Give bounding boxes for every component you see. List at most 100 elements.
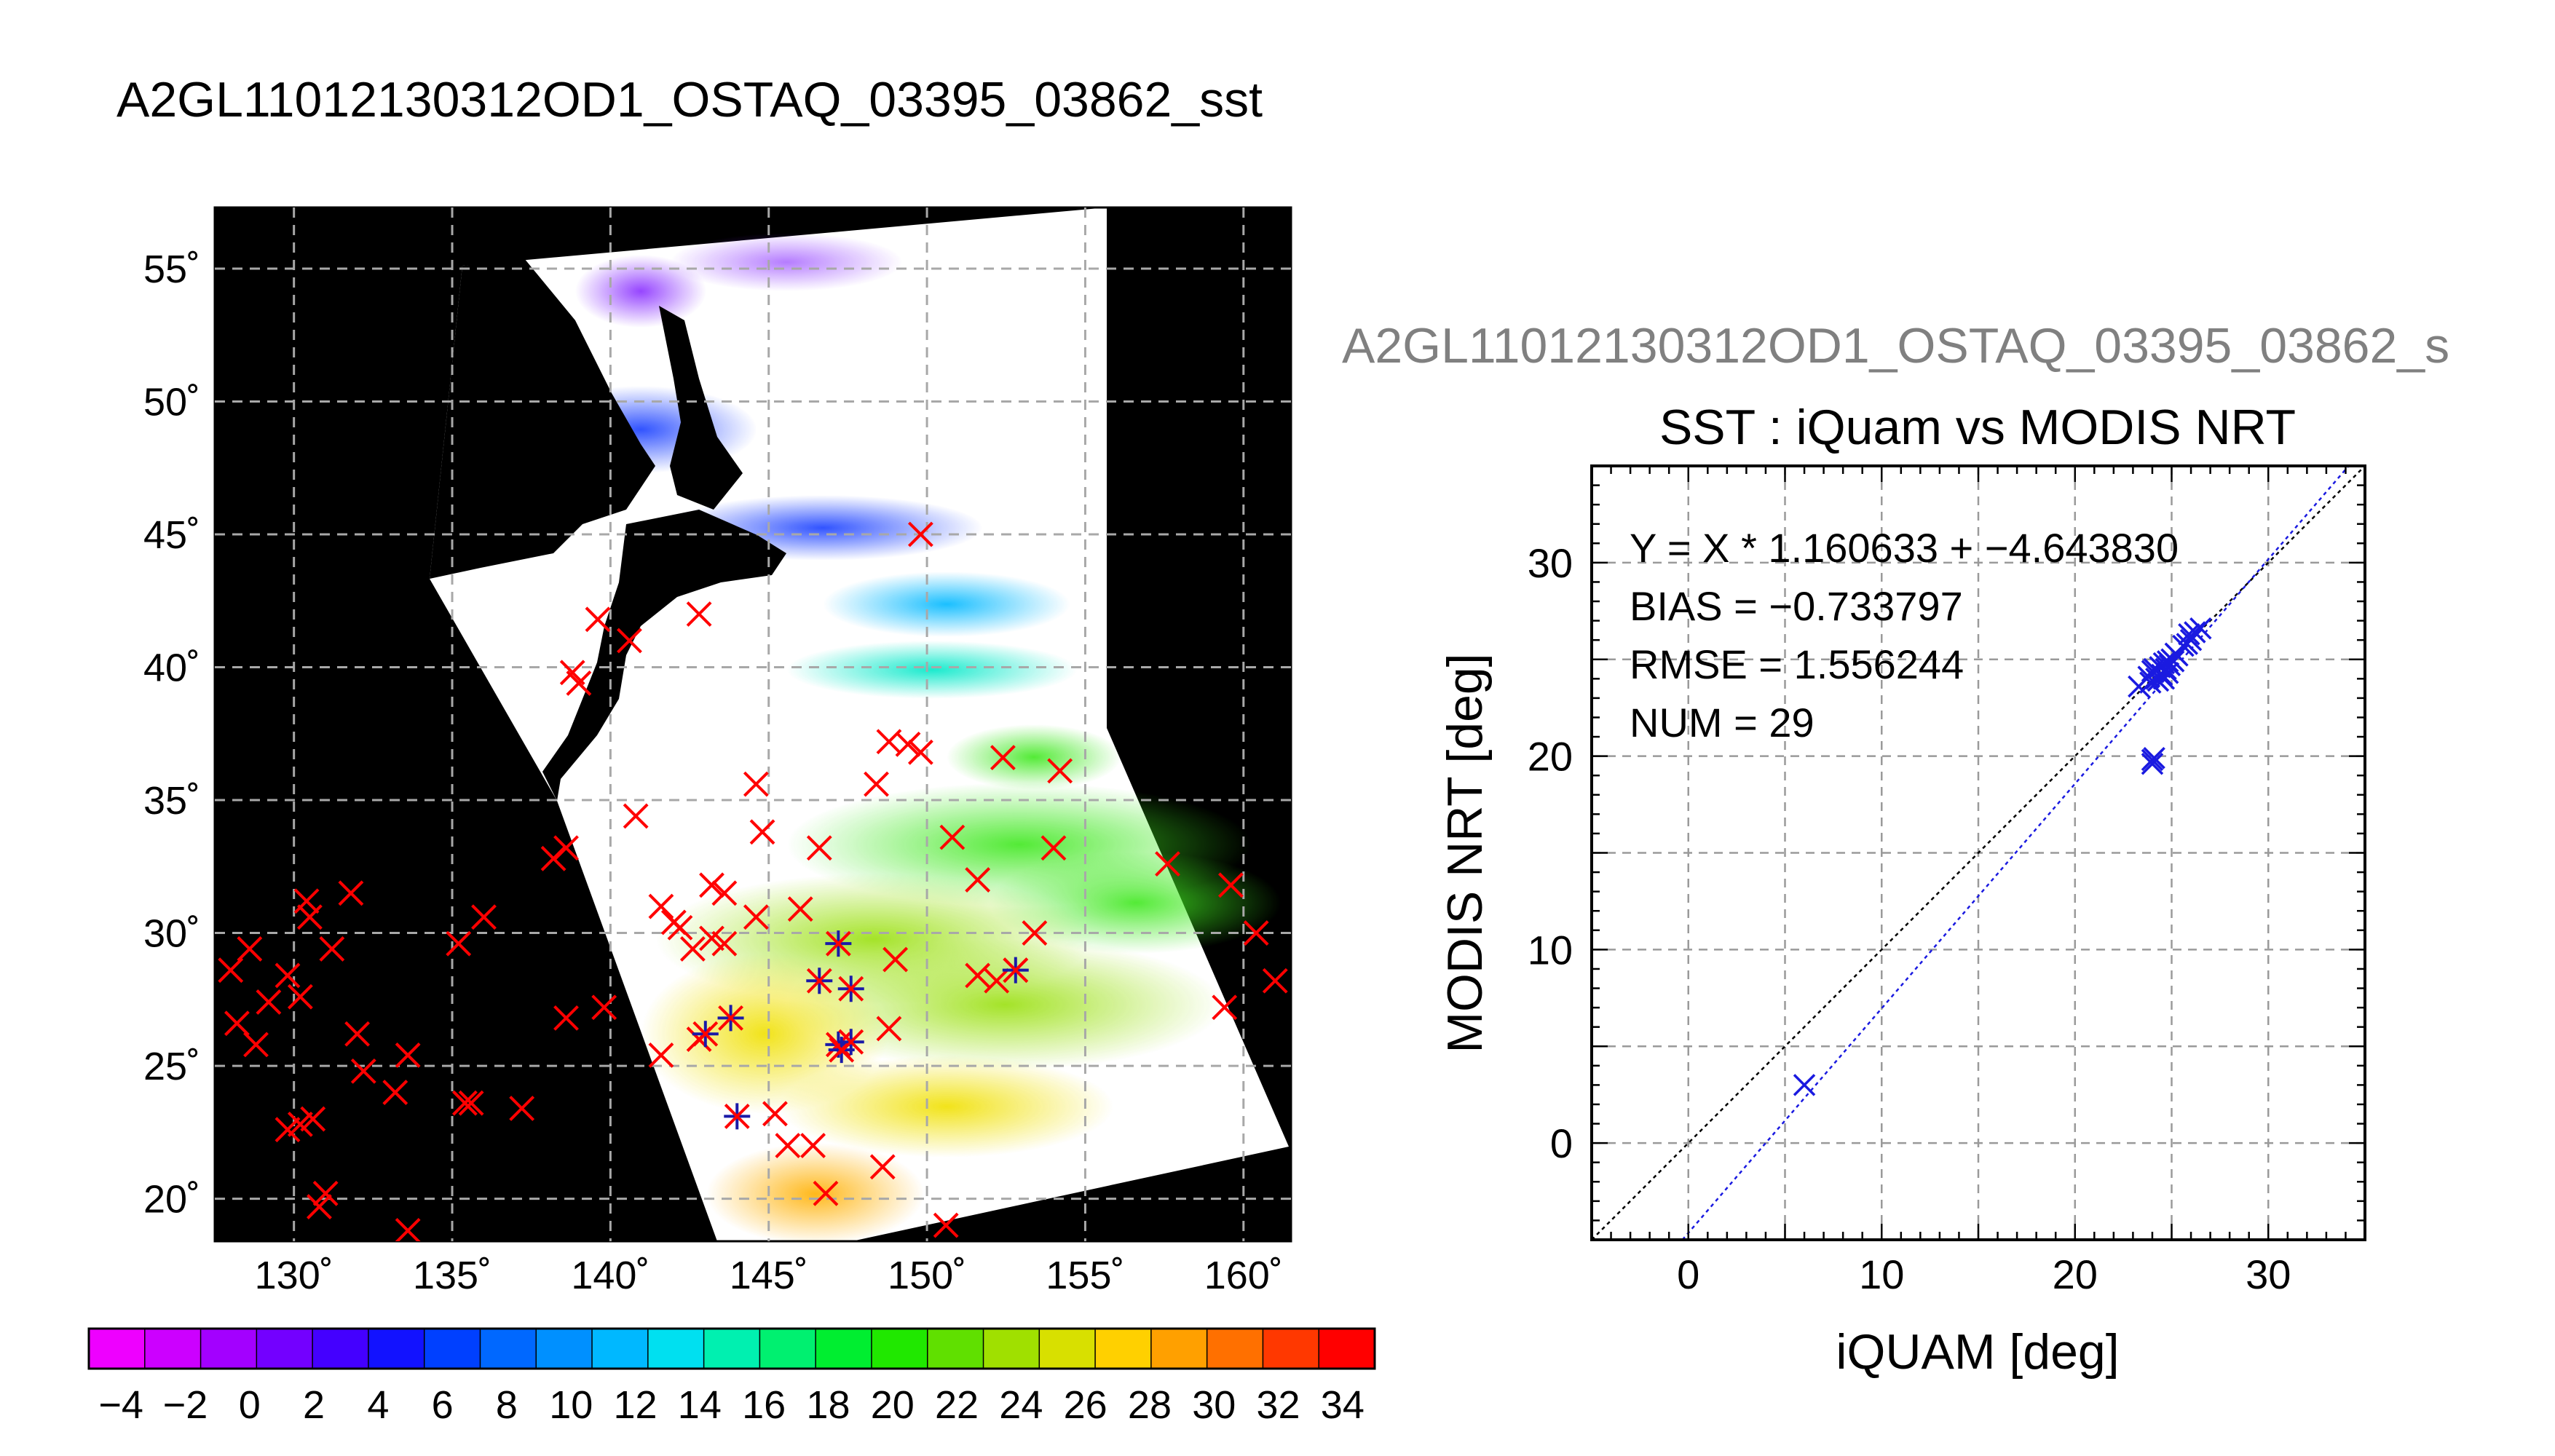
insitu-marker [395, 1217, 421, 1241]
figure-title: A2GL11012130312OD1_OSTAQ_03395_03862_sst [117, 72, 1263, 127]
insitu-marker [617, 628, 642, 654]
map-markers [218, 521, 1288, 1241]
matched-marker-x [806, 968, 832, 994]
lat-tick-label: 50˚ [143, 380, 200, 424]
colorbar-cell [759, 1329, 816, 1369]
scatter-lines [1592, 466, 2365, 1240]
scatter-points [1793, 617, 2212, 1096]
insitu-marker [1217, 872, 1244, 898]
map-tick-labels: 130˚ 135˚ 140˚ 145˚ 150˚ 155˚ 160˚ 20˚ 25˚ 30˚ 35˚… [143, 248, 1283, 1297]
faded-title: A2GL11012130312OD1_OSTAQ_03395_03862_s [1342, 318, 2449, 373]
insitu-marker [224, 1010, 250, 1037]
colorbar-cell [200, 1329, 257, 1369]
colorbar-cell [536, 1329, 593, 1369]
colorbar-tick-label: 6 [432, 1383, 454, 1427]
y-axis-label: MODIS NRT [deg] [1437, 653, 1493, 1053]
colorbar-tick-label: 12 [614, 1383, 657, 1427]
insitu-marker [256, 989, 282, 1015]
colorbar-tick-label: 0 [239, 1383, 261, 1427]
insitu-marker [907, 739, 933, 765]
y-tick-label: 10 [1528, 927, 1573, 973]
insitu-marker [648, 893, 674, 919]
insitu-marker [711, 930, 738, 957]
x-tick-label: 20 [2053, 1251, 2098, 1297]
colorbar-tick-label: 30 [1192, 1383, 1236, 1427]
insitu-marker [876, 729, 902, 755]
insitu-marker [553, 1005, 579, 1031]
scatter-point [2162, 650, 2185, 673]
lon-tick-label: 130˚ [255, 1254, 333, 1297]
insitu-marker [806, 835, 832, 861]
y-tick-label: 20 [1528, 734, 1573, 780]
scatter-ticks: 0 10 20 30 0 10 20 30 [1528, 464, 2366, 1297]
lat-tick-label: 25˚ [143, 1045, 200, 1088]
colorbar-cell [368, 1329, 425, 1369]
regression-line [1681, 466, 2350, 1240]
insitu-marker [300, 1106, 326, 1132]
insitu-marker [307, 1194, 332, 1219]
lat-tick-label: 20˚ [143, 1178, 200, 1222]
stats-annotation: RMSE = 1.556244 [1630, 641, 1964, 687]
insitu-marker [446, 930, 472, 957]
insitu-marker [296, 904, 323, 930]
stats-annotation: Y = X * 1.160633 + −4.643830 [1630, 525, 2179, 571]
scatter-gridlines [1592, 466, 2365, 1240]
colorbar-tick-label: −4 [98, 1383, 143, 1427]
x-tick-label: 10 [1859, 1251, 1904, 1297]
lat-tick-label: 45˚ [143, 513, 200, 557]
colorbar-tick-label: 22 [935, 1383, 979, 1427]
insitu-marker [984, 968, 1010, 994]
colorbar-cell [144, 1329, 202, 1369]
land-mask [430, 207, 1136, 801]
matched-marker-x [724, 1104, 750, 1129]
insitu-marker [749, 819, 775, 845]
scatter-point [2189, 617, 2212, 640]
colorbar-frame [87, 1327, 1376, 1370]
insitu-marker [509, 1096, 535, 1121]
insitu-marker [623, 803, 649, 829]
insitu-marker [1022, 920, 1048, 946]
insitu-marker [319, 936, 345, 962]
lon-tick-label: 135˚ [413, 1254, 491, 1297]
insitu-marker [591, 994, 617, 1021]
sst-field [524, 233, 1282, 1241]
colorbar-tick-label: 8 [496, 1383, 518, 1427]
insitu-marker [1243, 920, 1269, 946]
matched-marker-x [692, 1021, 719, 1047]
scatter-point [2147, 669, 2170, 692]
insitu-marker [965, 962, 991, 989]
y-tick-label: 30 [1528, 540, 1573, 586]
insitu-marker [699, 872, 724, 898]
stats-annotation: BIAS = −0.733797 [1630, 583, 1963, 629]
matched-marker-x [825, 930, 851, 957]
colorbar-cell [1095, 1329, 1152, 1369]
insitu-marker [787, 896, 813, 922]
colorbar-cell [480, 1329, 537, 1369]
insitu-marker [933, 1212, 959, 1238]
insitu-marker [312, 1180, 339, 1206]
colorbar-tick-label: 10 [549, 1383, 593, 1427]
insitu-marker [813, 1180, 839, 1206]
insitu-marker [338, 880, 364, 906]
stats-annotation: NUM = 29 [1630, 700, 1814, 745]
colorbar-cell [983, 1329, 1040, 1369]
scatter-point [2143, 747, 2165, 769]
map-gridlines [215, 207, 1291, 1241]
scatter-point [2164, 642, 2187, 665]
insitu-marker [743, 771, 769, 797]
colorbar-tick-labels: −4 −2 0 2 4 6 8 10 12 14 16 18 20 22 24 26 28 30 32 34 [98, 1383, 1365, 1427]
colorbar-tick-label: 4 [367, 1383, 389, 1427]
matched-marker-x [718, 1005, 743, 1031]
colorbar-cell [1039, 1329, 1096, 1369]
insitu-marker [939, 824, 965, 850]
insitu-marker [775, 1133, 801, 1159]
scatter-title: SST : iQuam vs MODIS NRT [1659, 400, 2296, 455]
insitu-marker [553, 835, 579, 861]
colorbar-cell [1263, 1329, 1319, 1369]
colorbar-tick-label: 28 [1128, 1383, 1172, 1427]
insitu-marker [218, 957, 244, 984]
insitu-marker [965, 867, 991, 893]
lon-tick-label: 145˚ [730, 1254, 808, 1297]
lon-tick-label: 140˚ [571, 1254, 649, 1297]
